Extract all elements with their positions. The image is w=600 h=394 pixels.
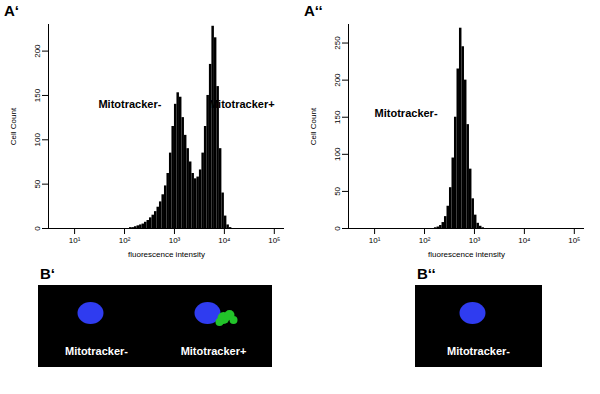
svg-text:100: 100 bbox=[333, 147, 342, 161]
svg-text:150: 150 bbox=[333, 110, 342, 124]
svg-text:Cell Count: Cell Count bbox=[309, 107, 318, 145]
html-text:A‘‘: A‘‘ bbox=[304, 2, 323, 19]
svg-text:50: 50 bbox=[33, 179, 42, 188]
svg-text:Mitotracker-: Mitotracker- bbox=[375, 107, 438, 119]
svg-text:10⁵: 10⁵ bbox=[268, 236, 280, 245]
svg-text:200: 200 bbox=[333, 73, 342, 87]
svg-text:fluorescence intensity: fluorescence intensity bbox=[428, 250, 505, 259]
svg-text:10²: 10² bbox=[119, 236, 131, 245]
svg-text:10⁵: 10⁵ bbox=[568, 236, 580, 245]
svg-text:Mitotracker+: Mitotracker+ bbox=[209, 98, 275, 110]
svg-text:10¹: 10¹ bbox=[69, 236, 81, 245]
html-text:A‘: A‘ bbox=[4, 2, 19, 19]
svg-text:200: 200 bbox=[33, 44, 42, 58]
svg-text:150: 150 bbox=[33, 88, 42, 102]
svg-text:Mitotracker-: Mitotracker- bbox=[98, 98, 161, 110]
svg-text:10³: 10³ bbox=[469, 236, 481, 245]
svg-text:Mitotracker+: Mitotracker+ bbox=[181, 345, 247, 357]
svg-text:100: 100 bbox=[33, 133, 42, 147]
svg-text:50: 50 bbox=[333, 186, 342, 195]
svg-text:Cell Count: Cell Count bbox=[9, 107, 18, 145]
svg-text:0: 0 bbox=[333, 226, 342, 231]
svg-text:10⁴: 10⁴ bbox=[218, 236, 231, 245]
svg-text:10²: 10² bbox=[419, 236, 431, 245]
svg-text:fluorescence intensity: fluorescence intensity bbox=[128, 250, 205, 259]
html-text:B‘: B‘ bbox=[40, 265, 55, 282]
html-text:B‘‘: B‘‘ bbox=[417, 265, 436, 282]
svg-text:10¹: 10¹ bbox=[369, 236, 381, 245]
svg-text:Mitotracker-: Mitotracker- bbox=[447, 345, 510, 357]
svg-text:10⁴: 10⁴ bbox=[518, 236, 531, 245]
svg-text:0: 0 bbox=[33, 226, 42, 231]
svg-text:Mitotracker-: Mitotracker- bbox=[65, 345, 128, 357]
svg-text:10³: 10³ bbox=[169, 236, 181, 245]
svg-text:250: 250 bbox=[333, 36, 342, 50]
